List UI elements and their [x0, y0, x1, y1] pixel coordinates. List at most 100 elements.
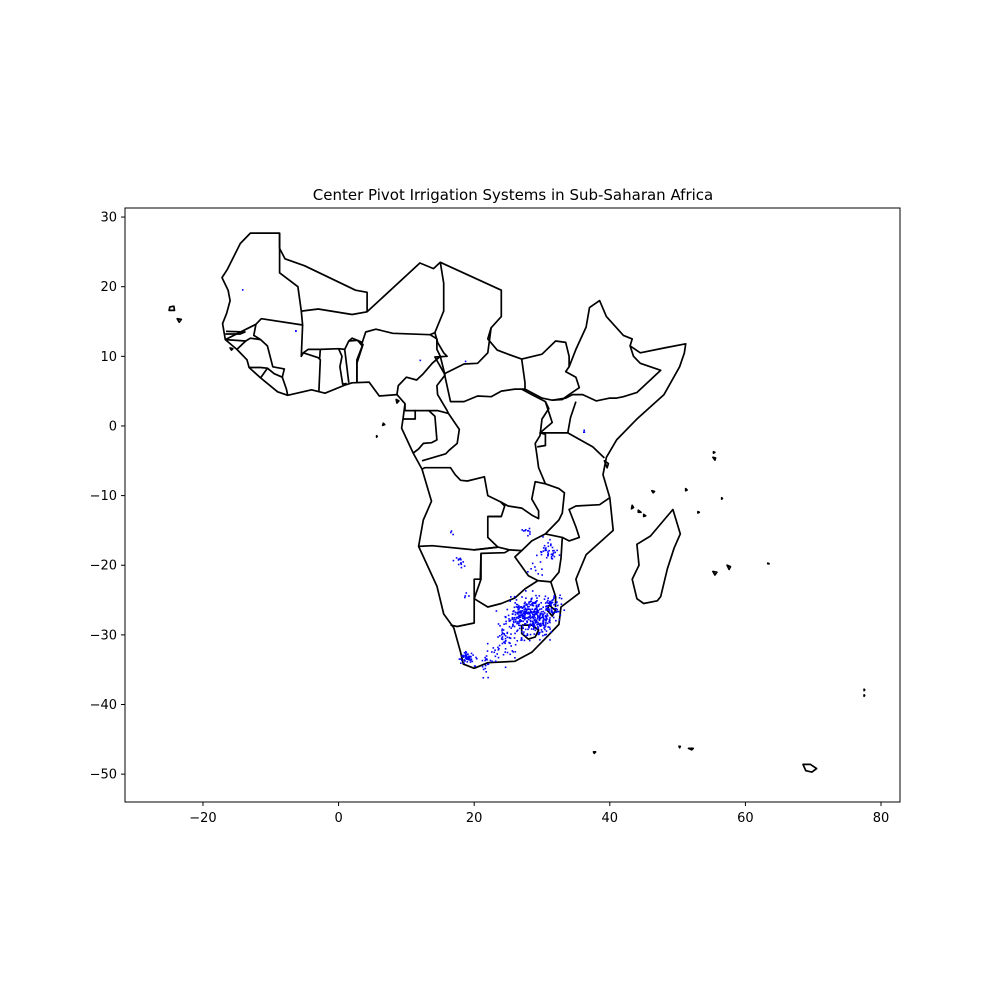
- pivot-point: [552, 550, 554, 552]
- pivot-point: [468, 659, 471, 661]
- pivot-point: [546, 605, 548, 607]
- pivot-point: [545, 615, 547, 618]
- pivot-point: [534, 612, 537, 615]
- island-outline: [726, 564, 732, 571]
- pivot-point: [460, 566, 463, 569]
- pivot-point: [499, 635, 501, 637]
- pivot-point: [544, 626, 546, 628]
- pivot-point: [539, 625, 541, 627]
- pivot-point: [537, 605, 540, 608]
- pivot-point: [545, 547, 547, 549]
- pivot-point: [555, 619, 557, 622]
- pivot-point: [552, 599, 554, 601]
- pivot-point: [494, 655, 497, 658]
- pivot-point: [491, 651, 493, 653]
- pivot-point: [550, 611, 553, 613]
- country-border: [443, 358, 526, 403]
- pivot-point: [460, 562, 462, 564]
- pivot-point: [465, 655, 467, 657]
- country-border: [337, 348, 347, 386]
- pivot-point: [531, 616, 534, 618]
- pivot-point: [550, 604, 552, 607]
- pivot-point: [550, 555, 553, 558]
- pivot-point: [514, 602, 516, 604]
- pivot-point: [533, 611, 535, 614]
- pivot-point: [516, 622, 518, 625]
- pivot-point: [519, 619, 521, 621]
- pivot-point: [467, 657, 470, 659]
- pivot-point: [528, 527, 531, 530]
- pivot-point: [525, 611, 528, 614]
- pivot-point: [532, 622, 535, 625]
- island-outline: [697, 510, 701, 514]
- pivot-point: [521, 610, 524, 612]
- pivot-point: [537, 621, 539, 624]
- pivot-point: [544, 602, 547, 604]
- pivot-point: [487, 676, 489, 679]
- pivot-point: [538, 623, 540, 625]
- pivot-point: [523, 613, 526, 615]
- island-outline: [766, 562, 770, 565]
- pivot-point: [522, 620, 524, 623]
- country-border: [318, 349, 322, 360]
- pivot-point: [549, 621, 551, 624]
- pivot-point: [495, 610, 498, 612]
- pivot-point: [542, 547, 545, 549]
- pivot-point: [551, 609, 553, 612]
- pivot-point: [534, 602, 536, 604]
- pivot-point: [540, 602, 542, 604]
- pivot-point: [514, 632, 516, 635]
- pivot-point: [531, 620, 534, 623]
- pivot-point: [518, 624, 520, 627]
- pivot-point: [506, 636, 509, 639]
- pivot-point: [523, 611, 526, 614]
- x-tick-label: 80: [873, 811, 890, 826]
- pivot-point: [545, 633, 547, 636]
- pivot-point: [460, 662, 462, 664]
- pivot-point: [547, 551, 549, 553]
- pivot-point: [506, 632, 508, 635]
- pivot-point: [535, 622, 537, 624]
- pivot-point: [522, 530, 525, 532]
- pivot-point: [528, 611, 530, 614]
- pivot-point: [563, 609, 566, 611]
- pivot-point: [531, 604, 534, 607]
- pivot-point: [506, 608, 509, 611]
- pivot-point: [466, 661, 469, 663]
- pivot-point: [541, 622, 544, 625]
- pivot-point: [465, 592, 468, 594]
- pivot-point: [519, 606, 521, 609]
- island-outline: [375, 434, 379, 438]
- pivot-point: [536, 609, 538, 612]
- pivot-point: [517, 615, 520, 618]
- pivot-point: [547, 609, 549, 611]
- pivot-point: [523, 617, 526, 620]
- country-border: [252, 233, 304, 341]
- pivot-point: [536, 597, 538, 599]
- pivot-point: [518, 614, 520, 617]
- pivot-point: [529, 533, 531, 535]
- pivot-point: [512, 620, 515, 623]
- pivot-point: [536, 600, 538, 602]
- pivot-point: [542, 634, 544, 637]
- pivot-point: [472, 654, 474, 656]
- pivot-point: [470, 658, 473, 660]
- pivot-point: [459, 658, 462, 660]
- pivot-point: [497, 656, 500, 659]
- pivot-point: [466, 653, 468, 656]
- pivot-point: [470, 652, 473, 655]
- pivot-point: [536, 627, 539, 630]
- pivot-point: [540, 553, 543, 556]
- country-border: [514, 549, 551, 583]
- pivot-point: [537, 627, 540, 629]
- pivot-point: [539, 631, 541, 634]
- pivot-point: [553, 595, 556, 597]
- pivot-point: [519, 624, 521, 627]
- pivot-point: [537, 609, 540, 612]
- pivot-point: [556, 608, 559, 611]
- pivot-point: [531, 612, 533, 614]
- pivot-point: [525, 603, 528, 605]
- pivot-point: [535, 619, 538, 622]
- country-border: [418, 466, 506, 551]
- country-border: [415, 409, 449, 415]
